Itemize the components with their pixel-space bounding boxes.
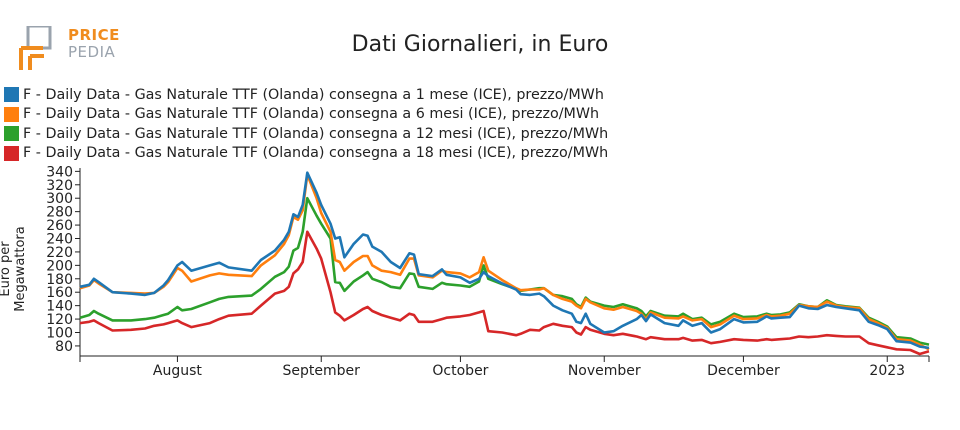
legend-item-1-mese[interactable]: F - Daily Data - Gas Naturale TTF (Oland…	[4, 85, 608, 105]
logo-text-pedia: PEDIA	[68, 43, 116, 61]
y-tick-label: 220	[46, 245, 73, 261]
legend-item-18-mesi[interactable]: F - Daily Data - Gas Naturale TTF (Oland…	[4, 144, 608, 164]
y-tick-label: 320	[46, 178, 73, 194]
y-tick-label: 120	[46, 312, 73, 328]
x-tick-label: August	[153, 363, 203, 379]
series-line-1-mese	[79, 171, 930, 350]
legend-label-6-mesi: F - Daily Data - Gas Naturale TTF (Oland…	[23, 106, 600, 123]
y-tick-label: 140	[46, 299, 73, 315]
y-tick-label: 340	[46, 164, 73, 180]
pricepedia-logo: PRICE PEDIA	[18, 24, 128, 72]
x-tick-label: November	[568, 363, 641, 379]
x-tick-label: 2023	[869, 363, 905, 379]
legend-swatch-1-mese	[4, 87, 19, 103]
legend-swatch-6-mesi	[4, 106, 19, 122]
legend: F - Daily Data - Gas Naturale TTF (Oland…	[4, 85, 608, 163]
y-tick-label: 180	[46, 272, 73, 288]
legend-swatch-12-mesi	[4, 126, 19, 142]
y-tick-label: 240	[46, 232, 73, 248]
legend-label-12-mesi: F - Daily Data - Gas Naturale TTF (Oland…	[23, 125, 609, 142]
y-tick-label: 200	[46, 258, 73, 274]
y-tick-label: 300	[46, 191, 73, 207]
x-tick-label: September	[283, 363, 361, 379]
legend-item-12-mesi[interactable]: F - Daily Data - Gas Naturale TTF (Oland…	[4, 124, 608, 144]
y-tick-label: 260	[46, 218, 73, 234]
legend-label-18-mesi: F - Daily Data - Gas Naturale TTF (Oland…	[23, 145, 609, 162]
series-line-6-mesi	[79, 173, 930, 351]
x-tick-label: October	[432, 363, 488, 379]
y-tick-label: 80	[55, 339, 73, 355]
legend-item-6-mesi[interactable]: F - Daily Data - Gas Naturale TTF (Oland…	[4, 105, 608, 125]
series-line-12-mesi	[79, 196, 930, 346]
legend-swatch-18-mesi	[4, 145, 19, 161]
series-line-18-mesi	[79, 230, 930, 356]
y-tick-label: 160	[46, 285, 73, 301]
y-tick-label: 100	[46, 326, 73, 342]
chart-title: Dati Giornalieri, in Euro	[351, 32, 609, 57]
logo-mark-icon	[19, 24, 52, 70]
legend-label-1-mese: F - Daily Data - Gas Naturale TTF (Oland…	[23, 86, 604, 103]
series-lines	[79, 171, 930, 356]
x-tick-label: December	[707, 363, 780, 379]
y-tick-label: 280	[46, 205, 73, 221]
axes: 8010012014016018020022024026028030032034…	[46, 164, 930, 379]
logo-text-price: PRICE	[68, 26, 120, 44]
